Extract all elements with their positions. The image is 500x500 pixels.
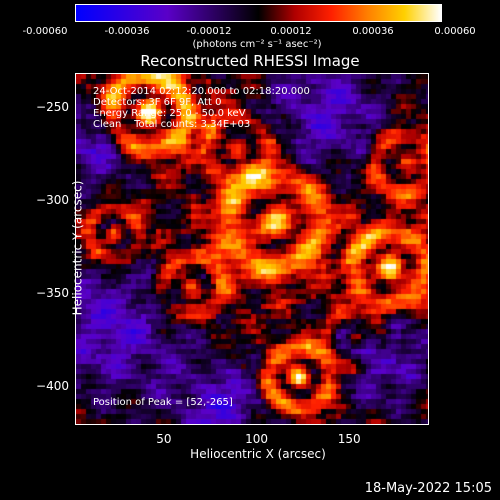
colorbar-unit-label: (photons cm⁻² s⁻¹ asec⁻²)	[192, 39, 322, 50]
annotation-time: 24-Oct-2014 02:12:20.000 to 02:18:20.000	[93, 86, 310, 97]
colorbar-tick-label: -0.00012	[186, 26, 232, 37]
chart-title: Reconstructed RHESSI Image	[140, 52, 360, 70]
x-axis-label: Heliocentric X (arcsec)	[190, 447, 326, 461]
x-tick-label: 150	[337, 432, 361, 446]
colorbar-tick-label: 0.00060	[434, 26, 476, 37]
colorbar-tick-label: 0.00036	[352, 26, 394, 37]
colorbar-tick-label: -0.00036	[104, 26, 150, 37]
y-tick-label: −400	[36, 378, 69, 393]
y-tick-label: −250	[36, 99, 69, 114]
y-tick-label: −350	[36, 285, 69, 300]
x-tick-label: 50	[156, 432, 172, 446]
annotation-clean: Clean Total counts: 3.34E+03	[93, 119, 251, 130]
annotation-peak: Position of Peak = [52,-265]	[93, 397, 233, 408]
y-axis-label: Heliocentric Y (arcsec)	[70, 180, 85, 316]
colorbar-tick-label: 0.00012	[270, 26, 312, 37]
annotation-energy: Energy Range: 25.0 - 50.0 keV	[93, 108, 246, 119]
heatmap-image	[76, 74, 428, 424]
colorbar-tick-label: -0.00060	[22, 26, 68, 37]
annotation-detectors: Detectors: 3F 6F 9F, Att 0	[93, 97, 222, 108]
plot-area	[75, 73, 429, 425]
y-tick-label: −300	[36, 192, 69, 207]
footer-timestamp: 18-May-2022 15:05	[364, 481, 492, 496]
colorbar	[75, 4, 442, 22]
x-tick-label: 100	[245, 432, 268, 446]
